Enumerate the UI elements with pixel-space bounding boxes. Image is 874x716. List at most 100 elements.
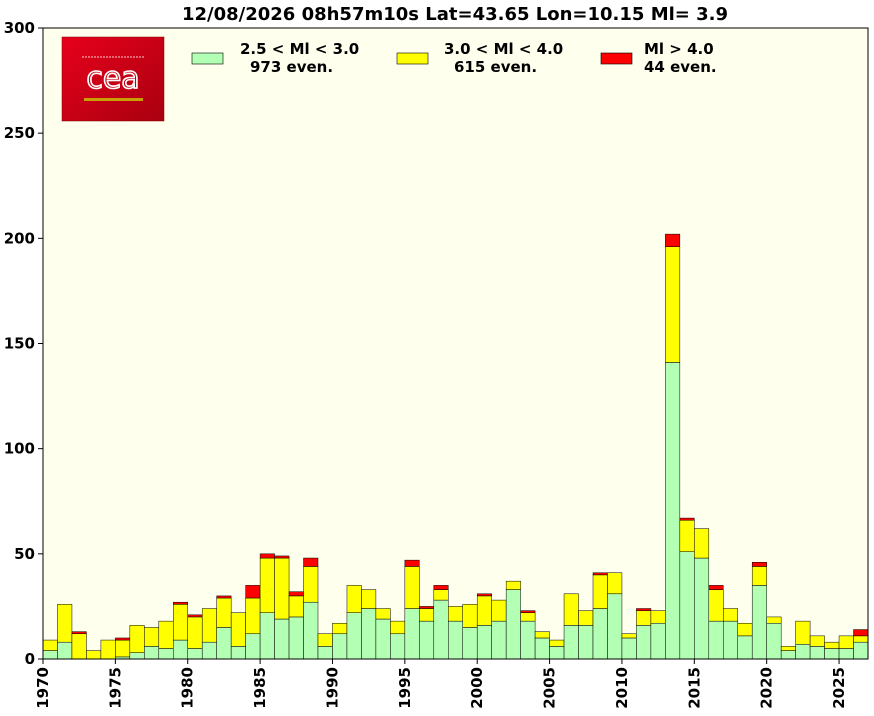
bar-1994-series-1 xyxy=(390,620,406,635)
bar-1972-series-2 xyxy=(71,631,87,635)
bar-2015-series-0 xyxy=(694,557,710,660)
bar-2015-series-1 xyxy=(694,528,710,559)
x-tick-label: 1985 xyxy=(251,667,269,709)
bar-2016-series-0 xyxy=(708,620,724,660)
bar-2019-series-2 xyxy=(751,561,767,567)
x-tick-label: 2005 xyxy=(541,667,559,709)
bar-1986-series-1 xyxy=(274,557,290,620)
bar-1975-series-2 xyxy=(115,637,131,641)
bar-2002-series-0 xyxy=(505,589,521,660)
bar-2021-series-1 xyxy=(780,646,796,651)
legend-label-1: 3.0 < Ml < 4.0 xyxy=(444,40,563,58)
bar-1971-series-0 xyxy=(57,641,73,660)
x-tick-label: 1975 xyxy=(106,667,124,709)
bar-2023-series-0 xyxy=(809,646,825,660)
bar-1993-series-1 xyxy=(375,608,391,620)
logo-text: cea xyxy=(86,61,139,96)
bar-2023-series-1 xyxy=(809,635,825,647)
x-tick-label: 2010 xyxy=(613,667,631,709)
x-tick-label: 1970 xyxy=(34,667,52,709)
y-tick-label: 250 xyxy=(4,124,35,142)
bar-1982-series-0 xyxy=(216,627,232,660)
bar-2000-series-1 xyxy=(476,595,492,626)
bar-1988-series-2 xyxy=(303,557,319,567)
bar-1985-series-0 xyxy=(259,612,275,660)
bar-2009-series-0 xyxy=(607,593,623,660)
bar-2024-series-0 xyxy=(824,648,840,660)
bar-1970-series-1 xyxy=(42,639,58,651)
bar-1996-series-2 xyxy=(419,606,435,609)
legend-count-0: 973 even. xyxy=(250,58,333,76)
bar-2012-series-0 xyxy=(650,622,666,660)
bar-1995-series-2 xyxy=(404,559,420,567)
bar-1998-series-1 xyxy=(448,606,463,622)
bar-2009-series-1 xyxy=(607,572,623,595)
bar-2002-series-1 xyxy=(505,580,521,590)
bar-2007-series-1 xyxy=(578,610,594,626)
bar-2016-series-2 xyxy=(708,585,724,590)
bar-2020-series-0 xyxy=(766,622,782,660)
bar-2008-series-1 xyxy=(592,574,608,609)
bar-1996-series-0 xyxy=(419,620,435,660)
x-tick-label: 2020 xyxy=(758,667,776,709)
bar-1992-series-0 xyxy=(361,608,377,660)
bar-2004-series-0 xyxy=(534,637,550,660)
bar-1997-series-2 xyxy=(433,585,449,590)
bar-1977-series-1 xyxy=(144,627,160,647)
legend-label-2: Ml > 4.0 xyxy=(644,40,714,58)
bar-1985-series-1 xyxy=(259,557,275,613)
bar-1977-series-0 xyxy=(144,646,160,660)
bar-1981-series-0 xyxy=(201,641,217,660)
bar-2011-series-0 xyxy=(636,625,652,660)
cea-logo: cea xyxy=(61,36,165,122)
bar-2003-series-1 xyxy=(520,612,536,622)
y-tick-label: 50 xyxy=(14,545,35,563)
bar-2006-series-1 xyxy=(563,593,579,626)
bar-1978-series-1 xyxy=(158,620,174,649)
bar-1989-series-0 xyxy=(317,646,333,660)
bar-2026-series-1 xyxy=(853,635,869,643)
bar-1993-series-0 xyxy=(375,618,391,660)
bar-1974-series-1 xyxy=(100,639,116,660)
y-tick-label: 300 xyxy=(4,19,35,37)
bar-2010-series-1 xyxy=(621,633,637,639)
bar-2011-series-2 xyxy=(636,608,652,611)
bar-1984-series-0 xyxy=(245,633,261,660)
x-tick-label: 1995 xyxy=(396,667,414,709)
legend-swatch-0 xyxy=(191,52,224,65)
bar-2012-series-1 xyxy=(650,610,666,624)
bar-2026-series-0 xyxy=(853,641,869,660)
bar-1975-series-1 xyxy=(115,639,131,658)
bar-2022-series-1 xyxy=(795,620,811,645)
legend-label-0: 2.5 < Ml < 3.0 xyxy=(240,40,359,58)
x-tick-label: 2015 xyxy=(685,667,703,709)
bar-2000-series-0 xyxy=(476,625,492,660)
bar-1987-series-2 xyxy=(288,591,304,597)
bar-2016-series-1 xyxy=(708,589,724,622)
bar-2018-series-0 xyxy=(737,635,753,660)
bar-2025-series-1 xyxy=(838,635,854,649)
bar-1997-series-0 xyxy=(433,599,449,660)
bar-1980-series-1 xyxy=(187,616,203,649)
bar-1973-series-1 xyxy=(86,650,102,660)
bar-1982-series-1 xyxy=(216,597,232,628)
bar-1988-series-1 xyxy=(303,566,319,603)
y-tick-label: 0 xyxy=(25,650,35,668)
bar-2013-series-0 xyxy=(665,362,681,660)
bar-1988-series-0 xyxy=(303,601,319,660)
legend-count-2: 44 even. xyxy=(644,58,717,76)
bar-2017-series-0 xyxy=(723,620,738,660)
x-tick-label: 1990 xyxy=(323,667,341,709)
x-axis: 1970 1975 1980 1985 1990 1995 2000 2005 2010 2015… xyxy=(34,659,848,709)
bar-2007-series-0 xyxy=(578,625,594,660)
bar-2005-series-1 xyxy=(549,639,565,647)
bar-2013-series-2 xyxy=(665,233,681,247)
bar-2000-series-2 xyxy=(476,593,492,597)
bar-1980-series-2 xyxy=(187,614,203,618)
bar-1972-series-1 xyxy=(71,633,87,660)
bar-1990-series-1 xyxy=(332,622,348,635)
bar-2014-series-0 xyxy=(679,551,695,660)
bar-1991-series-0 xyxy=(346,612,362,660)
bar-1984-series-1 xyxy=(245,597,261,635)
